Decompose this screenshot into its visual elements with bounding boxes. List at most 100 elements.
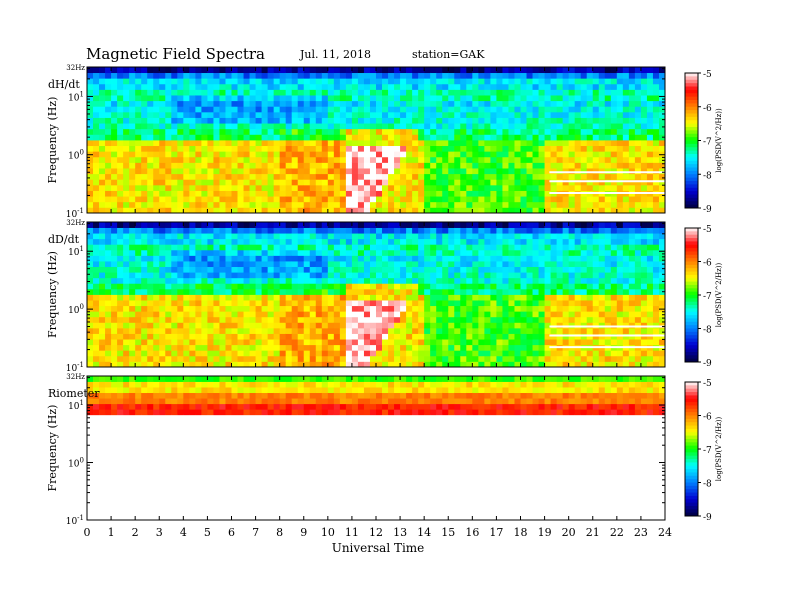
heatmap-cell [454,134,461,141]
heatmap-cell [213,283,220,290]
heatmap-cell [520,255,527,262]
heatmap-cell [412,184,419,191]
heatmap-cell [376,83,383,90]
heatmap-cell [556,294,564,301]
heatmap-cell [339,196,347,203]
heatmap-cell [454,249,461,256]
heatmap-cell [363,327,371,334]
heatmap-cell [225,179,232,186]
heatmap-cell [201,83,208,90]
heatmap-cell [117,184,124,191]
heatmap-cell [219,140,226,147]
heatmap-cell [568,111,576,118]
heatmap-cell [261,78,269,85]
heatmap-cell [496,305,503,312]
heatmap-cell [249,151,256,158]
heatmap-cell [400,322,407,329]
heatmap-cell [556,117,564,124]
heatmap-cell [490,355,497,362]
heatmap-cell [135,106,142,113]
heatmap-cell [279,322,287,329]
heatmap-cell [406,322,413,329]
heatmap-cell [532,288,539,295]
heatmap-cell [658,83,666,90]
heatmap-cell [231,168,238,175]
heatmap-cell [478,333,485,340]
heatmap-cell [135,327,142,334]
heatmap-cell [508,238,515,245]
heatmap-cell [598,249,606,256]
heatmap-cell [93,272,100,279]
heatmap-cell [544,305,551,312]
heatmap-cell [526,266,533,273]
heatmap-cell [382,294,389,301]
heatmap-cell [105,305,112,312]
heatmap-cell [388,294,395,301]
heatmap-cell [297,106,305,113]
heatmap-cell [213,327,220,334]
heatmap-cell [117,277,124,284]
heatmap-cell [219,151,226,158]
colorbar-segment [685,106,698,111]
heatmap-cell [177,67,184,74]
heatmap-cell [466,117,473,124]
heatmap-cell [309,72,317,79]
heatmap-cell [532,156,539,163]
heatmap-cell [514,83,521,90]
heatmap-cell [538,179,545,186]
heatmap-cell [171,117,178,124]
heatmap-cell [550,238,558,245]
heatmap-cell [496,151,503,158]
heatmap-cell [490,168,497,175]
heatmap-cell [592,272,600,279]
heatmap-cell [634,67,642,74]
heatmap-cell [394,95,401,102]
heatmap-cell [129,83,136,90]
heatmap-cell [201,100,208,107]
heatmap-cell [261,168,269,175]
heatmap-cell [430,333,437,340]
heatmap-cell [490,288,497,295]
heatmap-cell [646,100,654,107]
heatmap-cell [622,72,630,79]
heatmap-cell [339,238,347,245]
heatmap-cell [291,106,299,113]
heatmap-cell [634,83,642,90]
heatmap-cell [436,272,443,279]
heatmap-cell [261,294,269,301]
heatmap-cell [255,305,262,312]
heatmap-cell [514,272,521,279]
heatmap-cell [219,238,226,245]
heatmap-cell [105,272,112,279]
heatmap-cell [339,207,347,214]
heatmap-cell [478,95,485,102]
heatmap-cell [363,95,371,102]
heatmap-cell [526,106,533,113]
heatmap-cell [345,140,353,147]
heatmap-cell [303,201,311,208]
heatmap-cell [628,123,636,130]
heatmap-cell [616,261,624,268]
heatmap-cell [478,255,485,262]
heatmap-cell [562,233,570,240]
heatmap-cell [87,78,94,85]
heatmap-cell [388,244,395,251]
heatmap-cell [141,327,148,334]
heatmap-cell [568,227,576,234]
heatmap-cell [604,201,612,208]
heatmap-cell [616,140,624,147]
heatmap-cell [646,67,654,74]
heatmap-cell [279,294,287,301]
heatmap-cell [237,179,244,186]
heatmap-cell [484,233,491,240]
heatmap-cell [442,300,449,307]
heatmap-cell [99,288,106,295]
heatmap-cell [171,327,178,334]
heatmap-cell [520,151,527,158]
heatmap-cell [454,201,461,208]
heatmap-cell [135,201,142,208]
heatmap-cell [279,201,287,208]
heatmap-cell [177,72,184,79]
heatmap-cell [123,355,130,362]
heatmap-cell [478,78,485,85]
